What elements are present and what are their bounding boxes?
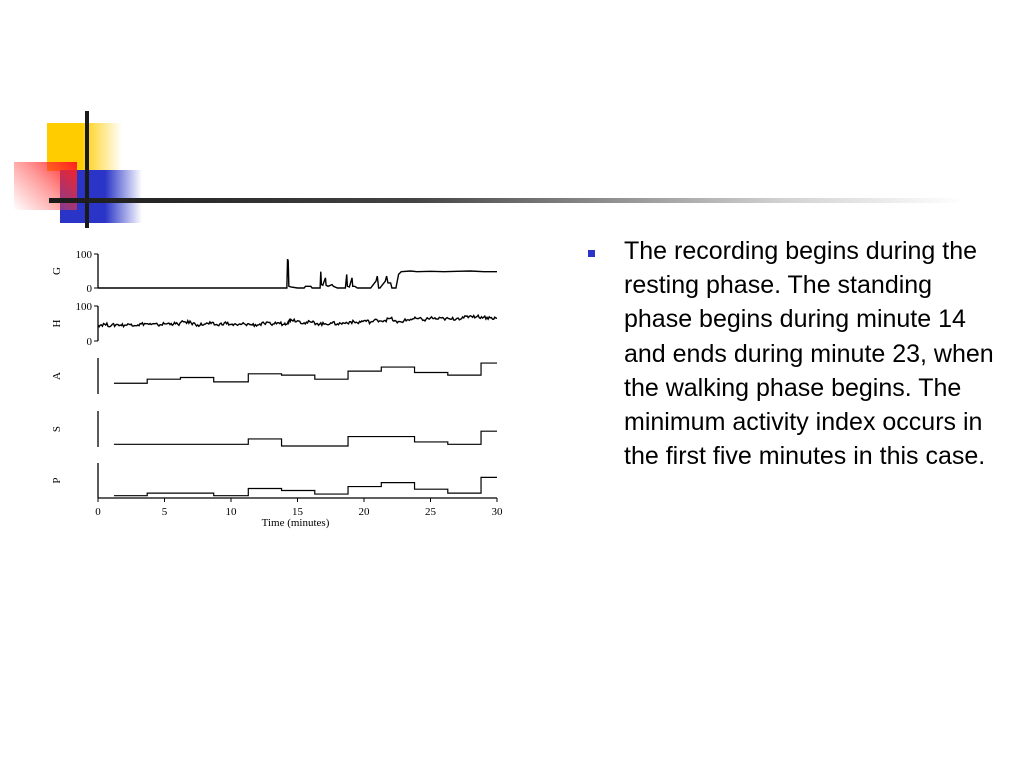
x-tick-label-15: 15: [292, 506, 304, 518]
y-tick-label: 100: [76, 301, 93, 313]
panel-label-a: A: [51, 372, 63, 380]
logo-vertical-line: [85, 111, 89, 228]
bullet-square-icon: [588, 250, 595, 257]
x-tick-label-20: 20: [359, 506, 371, 518]
series-h: [97, 313, 498, 329]
x-tick-label-0: 0: [95, 506, 101, 518]
panel-label-g: G: [51, 267, 63, 275]
series-a: [113, 362, 497, 384]
y-tick-label: 0: [87, 336, 93, 348]
activity-chart: G 0 100 H 0 100 A S P 0 5 10 15 20 25 30 Time (minutes): [51, 249, 504, 529]
bullet-list: The recording begins during the resting …: [586, 234, 1006, 473]
bullet-text: The recording begins during the resting …: [624, 237, 994, 471]
x-axis-label: Time (minutes): [262, 517, 330, 529]
panel-label-s: S: [51, 426, 63, 432]
panel-label-h: H: [51, 319, 63, 327]
x-tick-label-10: 10: [226, 506, 238, 518]
panel-label-p: P: [51, 477, 63, 483]
series-p: [113, 476, 497, 497]
series-s: [113, 430, 497, 447]
x-tick-label-5: 5: [162, 506, 168, 518]
x-tick-label-25: 25: [425, 506, 437, 518]
y-tick-label: 100: [76, 249, 93, 261]
x-tick-label-30: 30: [492, 506, 504, 518]
y-tick-label: 0: [87, 283, 93, 295]
series-g: [98, 258, 497, 289]
title-divider-line: [49, 198, 964, 203]
